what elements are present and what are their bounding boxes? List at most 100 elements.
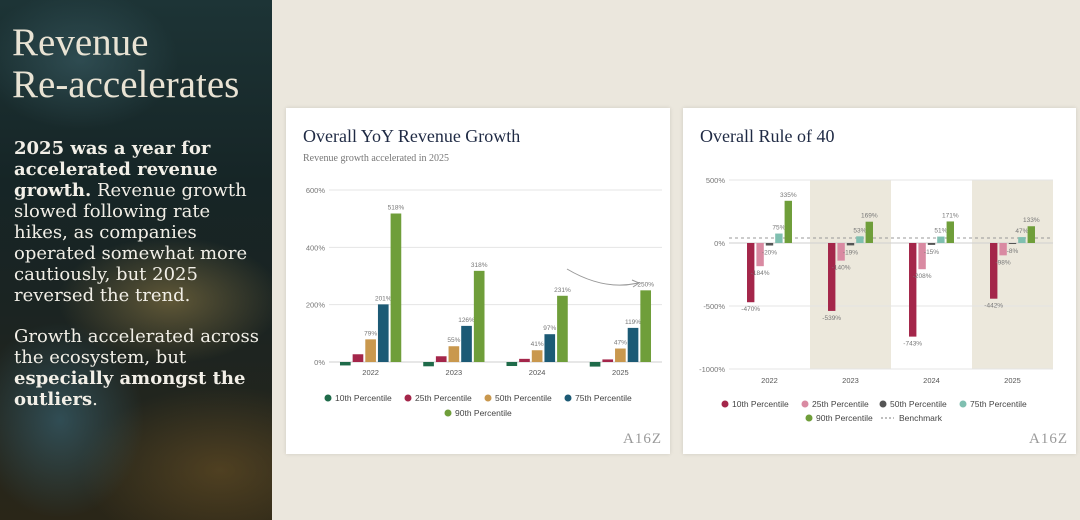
bar bbox=[846, 243, 855, 246]
intro-text: 2025 was a year for accelerated revenue … bbox=[14, 138, 264, 430]
data-label: 51% bbox=[934, 228, 947, 235]
legend-label: 90th Percentile bbox=[455, 408, 512, 418]
legend-label: 90th Percentile bbox=[816, 413, 873, 423]
data-label: 119% bbox=[625, 319, 641, 326]
legend-swatch bbox=[805, 414, 813, 422]
bar bbox=[519, 358, 530, 362]
intro-paragraph-2-end: . bbox=[92, 389, 98, 410]
data-label: 133% bbox=[1023, 217, 1040, 224]
bar bbox=[856, 236, 864, 243]
bar bbox=[756, 243, 764, 267]
x-tick-label: 2024 bbox=[923, 376, 940, 385]
legend-label: 50th Percentile bbox=[495, 393, 552, 403]
rule-of-40-card: Overall Rule of 40 500% 0% -500% -1000% -470… bbox=[683, 108, 1076, 454]
bar bbox=[1018, 237, 1026, 243]
bar bbox=[765, 243, 774, 246]
chart-title: Overall YoY Revenue Growth bbox=[303, 126, 521, 146]
bar bbox=[602, 359, 614, 362]
data-label: 169% bbox=[861, 213, 878, 220]
bar bbox=[557, 295, 568, 362]
y-tick-label: 600% bbox=[306, 186, 326, 195]
data-label: -539% bbox=[822, 315, 841, 322]
bar bbox=[506, 362, 518, 367]
legend-swatch bbox=[324, 394, 332, 402]
data-label: -442% bbox=[984, 303, 1003, 310]
bar bbox=[640, 290, 652, 362]
data-label: -20% bbox=[762, 250, 777, 257]
y-tick-label: 200% bbox=[306, 301, 326, 310]
bar bbox=[352, 354, 364, 362]
data-label: 97% bbox=[543, 325, 556, 332]
data-label: 41% bbox=[531, 341, 544, 348]
bar bbox=[946, 221, 954, 243]
legend-label: 25th Percentile bbox=[415, 393, 472, 403]
trend-arrow-head bbox=[631, 279, 641, 288]
rule-of-40-chart: 500% 0% -500% -1000% -470% -184% -20% 75% 335% 20… bbox=[699, 176, 1053, 423]
bar bbox=[909, 243, 917, 337]
bar bbox=[927, 243, 936, 245]
x-tick-label: 2024 bbox=[529, 368, 546, 377]
x-tick-label: 2025 bbox=[1004, 376, 1021, 385]
data-label: 231% bbox=[554, 287, 571, 294]
bar bbox=[999, 243, 1007, 256]
bar bbox=[918, 243, 926, 270]
a16z-logo: A16Z bbox=[623, 431, 662, 447]
bar bbox=[747, 243, 755, 303]
bar bbox=[390, 213, 402, 362]
intro-panel: Revenue Re-accelerates 2025 was a year f… bbox=[0, 0, 272, 520]
legend-label: 75th Percentile bbox=[575, 393, 632, 403]
legend-label: 10th Percentile bbox=[335, 393, 392, 403]
bar bbox=[615, 348, 626, 362]
legend-swatch bbox=[801, 400, 809, 408]
data-label: -98% bbox=[996, 259, 1011, 266]
data-label: 518% bbox=[388, 205, 405, 212]
x-tick-label: 2023 bbox=[842, 376, 859, 385]
data-label: 75% bbox=[772, 225, 785, 232]
slide-title-line1: Revenue bbox=[12, 21, 149, 64]
highlight-band bbox=[972, 180, 1053, 369]
bar bbox=[1027, 226, 1035, 243]
bar bbox=[473, 270, 485, 362]
intro-outliers-emphasis: especially amongst the outliers bbox=[14, 368, 246, 410]
intro-paragraph-1-rest: Revenue growth slowed following rate hik… bbox=[14, 180, 248, 306]
data-label: 126% bbox=[458, 317, 475, 324]
data-label: -208% bbox=[913, 273, 932, 280]
bar bbox=[784, 200, 792, 243]
bar bbox=[377, 304, 389, 362]
bar bbox=[365, 339, 376, 362]
legend-label: 25th Percentile bbox=[812, 399, 869, 409]
y-tick-label: -500% bbox=[703, 302, 725, 311]
data-label: 171% bbox=[942, 212, 959, 219]
bar bbox=[1008, 243, 1017, 245]
y-tick-label: -1000% bbox=[699, 365, 725, 374]
legend-swatch bbox=[484, 394, 492, 402]
bar bbox=[775, 233, 783, 243]
data-label: 250% bbox=[637, 281, 654, 288]
bar bbox=[828, 243, 836, 311]
bar bbox=[461, 325, 472, 362]
highlight-band bbox=[810, 180, 891, 369]
x-tick-label: 2022 bbox=[362, 368, 379, 377]
y-tick-label: 0% bbox=[314, 358, 325, 367]
data-label: -184% bbox=[751, 270, 770, 277]
legend-swatch bbox=[879, 400, 887, 408]
data-label: 335% bbox=[780, 192, 797, 199]
yoy-growth-card: Overall YoY Revenue Growth Revenue growt… bbox=[286, 108, 670, 454]
chart-title: Overall Rule of 40 bbox=[700, 126, 835, 146]
intro-emphasis: 2025 was a year for accelerated revenue … bbox=[14, 138, 218, 201]
data-label: -8% bbox=[1007, 248, 1019, 255]
bar bbox=[589, 362, 601, 367]
data-label: 53% bbox=[853, 227, 866, 234]
legend-swatch bbox=[444, 409, 452, 417]
intro-paragraph-1: 2025 was a year for accelerated revenue … bbox=[14, 138, 264, 306]
a16z-logo: A16Z bbox=[1029, 431, 1068, 447]
data-label: -15% bbox=[924, 249, 939, 256]
data-label: 318% bbox=[471, 262, 488, 269]
data-label: -19% bbox=[843, 249, 858, 256]
slide-title-line2: Re-accelerates bbox=[12, 63, 240, 106]
intro-paragraph-2-start: Growth accelerated across the ecosystem,… bbox=[14, 326, 259, 368]
bar bbox=[627, 327, 639, 362]
chart-subtitle: Revenue growth accelerated in 2025 bbox=[303, 153, 450, 164]
intro-paragraph-2: Growth accelerated across the ecosystem,… bbox=[14, 326, 264, 410]
y-tick-label: 0% bbox=[714, 239, 725, 248]
